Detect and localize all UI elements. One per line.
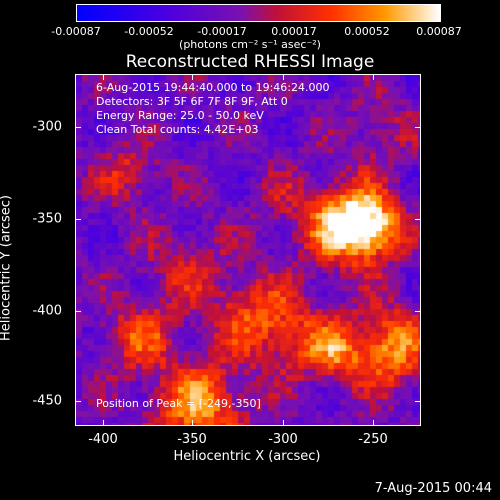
y-tick-label: -300 (32, 119, 62, 135)
clean-counts-text: Clean Total counts: 4.42E+03 (96, 123, 259, 136)
x-tick-mark (192, 74, 193, 80)
y-tick-mark (75, 401, 81, 402)
x-tick-mark (283, 74, 284, 80)
colorbar-tick-label: -0.00087 (51, 25, 101, 38)
x-tick-label: -300 (268, 432, 298, 447)
x-axis-title: Heliocentric X (arcsec) (173, 449, 321, 464)
colorbar-tick-label: 0.00087 (416, 25, 462, 38)
colorbar-units: (photons cm⁻² s⁻¹ asec⁻²) (179, 38, 321, 51)
y-tick-label: -400 (32, 303, 62, 319)
x-tick-mark (283, 420, 284, 426)
y-tick-mark (415, 219, 421, 220)
x-tick-mark (373, 420, 374, 426)
y-tick-label: -350 (32, 211, 62, 227)
colorbar-tick-label: -0.00017 (197, 25, 247, 38)
colorbar-tick-label: -0.00052 (124, 25, 174, 38)
x-tick-mark (103, 420, 104, 426)
time-range-text: 6-Aug-2015 19:44:40.000 to 19:46:24.000 (96, 81, 330, 94)
detectors-text: Detectors: 3F 5F 6F 7F 8F 9F, Att 0 (96, 95, 288, 108)
y-tick-mark (75, 127, 81, 128)
y-tick-mark (415, 311, 421, 312)
heatmap-image (76, 75, 420, 425)
image-title: Reconstructed RHESSI Image (125, 52, 375, 72)
energy-range-text: Energy Range: 25.0 - 50.0 keV (96, 109, 264, 122)
x-tick-mark (373, 74, 374, 80)
y-tick-mark (75, 311, 81, 312)
x-tick-label: -350 (177, 432, 207, 447)
y-tick-mark (415, 401, 421, 402)
colorbar-tick-label: 0.00017 (271, 25, 317, 38)
image-plot: 6-Aug-2015 19:44:40.000 to 19:46:24.000 … (75, 74, 421, 426)
timestamp: 7-Aug-2015 00:44 (374, 481, 492, 496)
x-tick-mark (103, 74, 104, 80)
y-axis-title: Heliocentric Y (arcsec) (0, 195, 14, 341)
colorbar (76, 4, 441, 22)
x-tick-label: -400 (88, 432, 118, 447)
peak-position-text: Position of Peak = [-249,-350] (96, 397, 261, 410)
x-tick-mark (192, 420, 193, 426)
y-tick-mark (75, 219, 81, 220)
y-tick-mark (415, 127, 421, 128)
x-tick-label: -250 (358, 432, 388, 447)
colorbar-tick-label: 0.00052 (344, 25, 390, 38)
y-tick-label: -450 (32, 393, 62, 409)
